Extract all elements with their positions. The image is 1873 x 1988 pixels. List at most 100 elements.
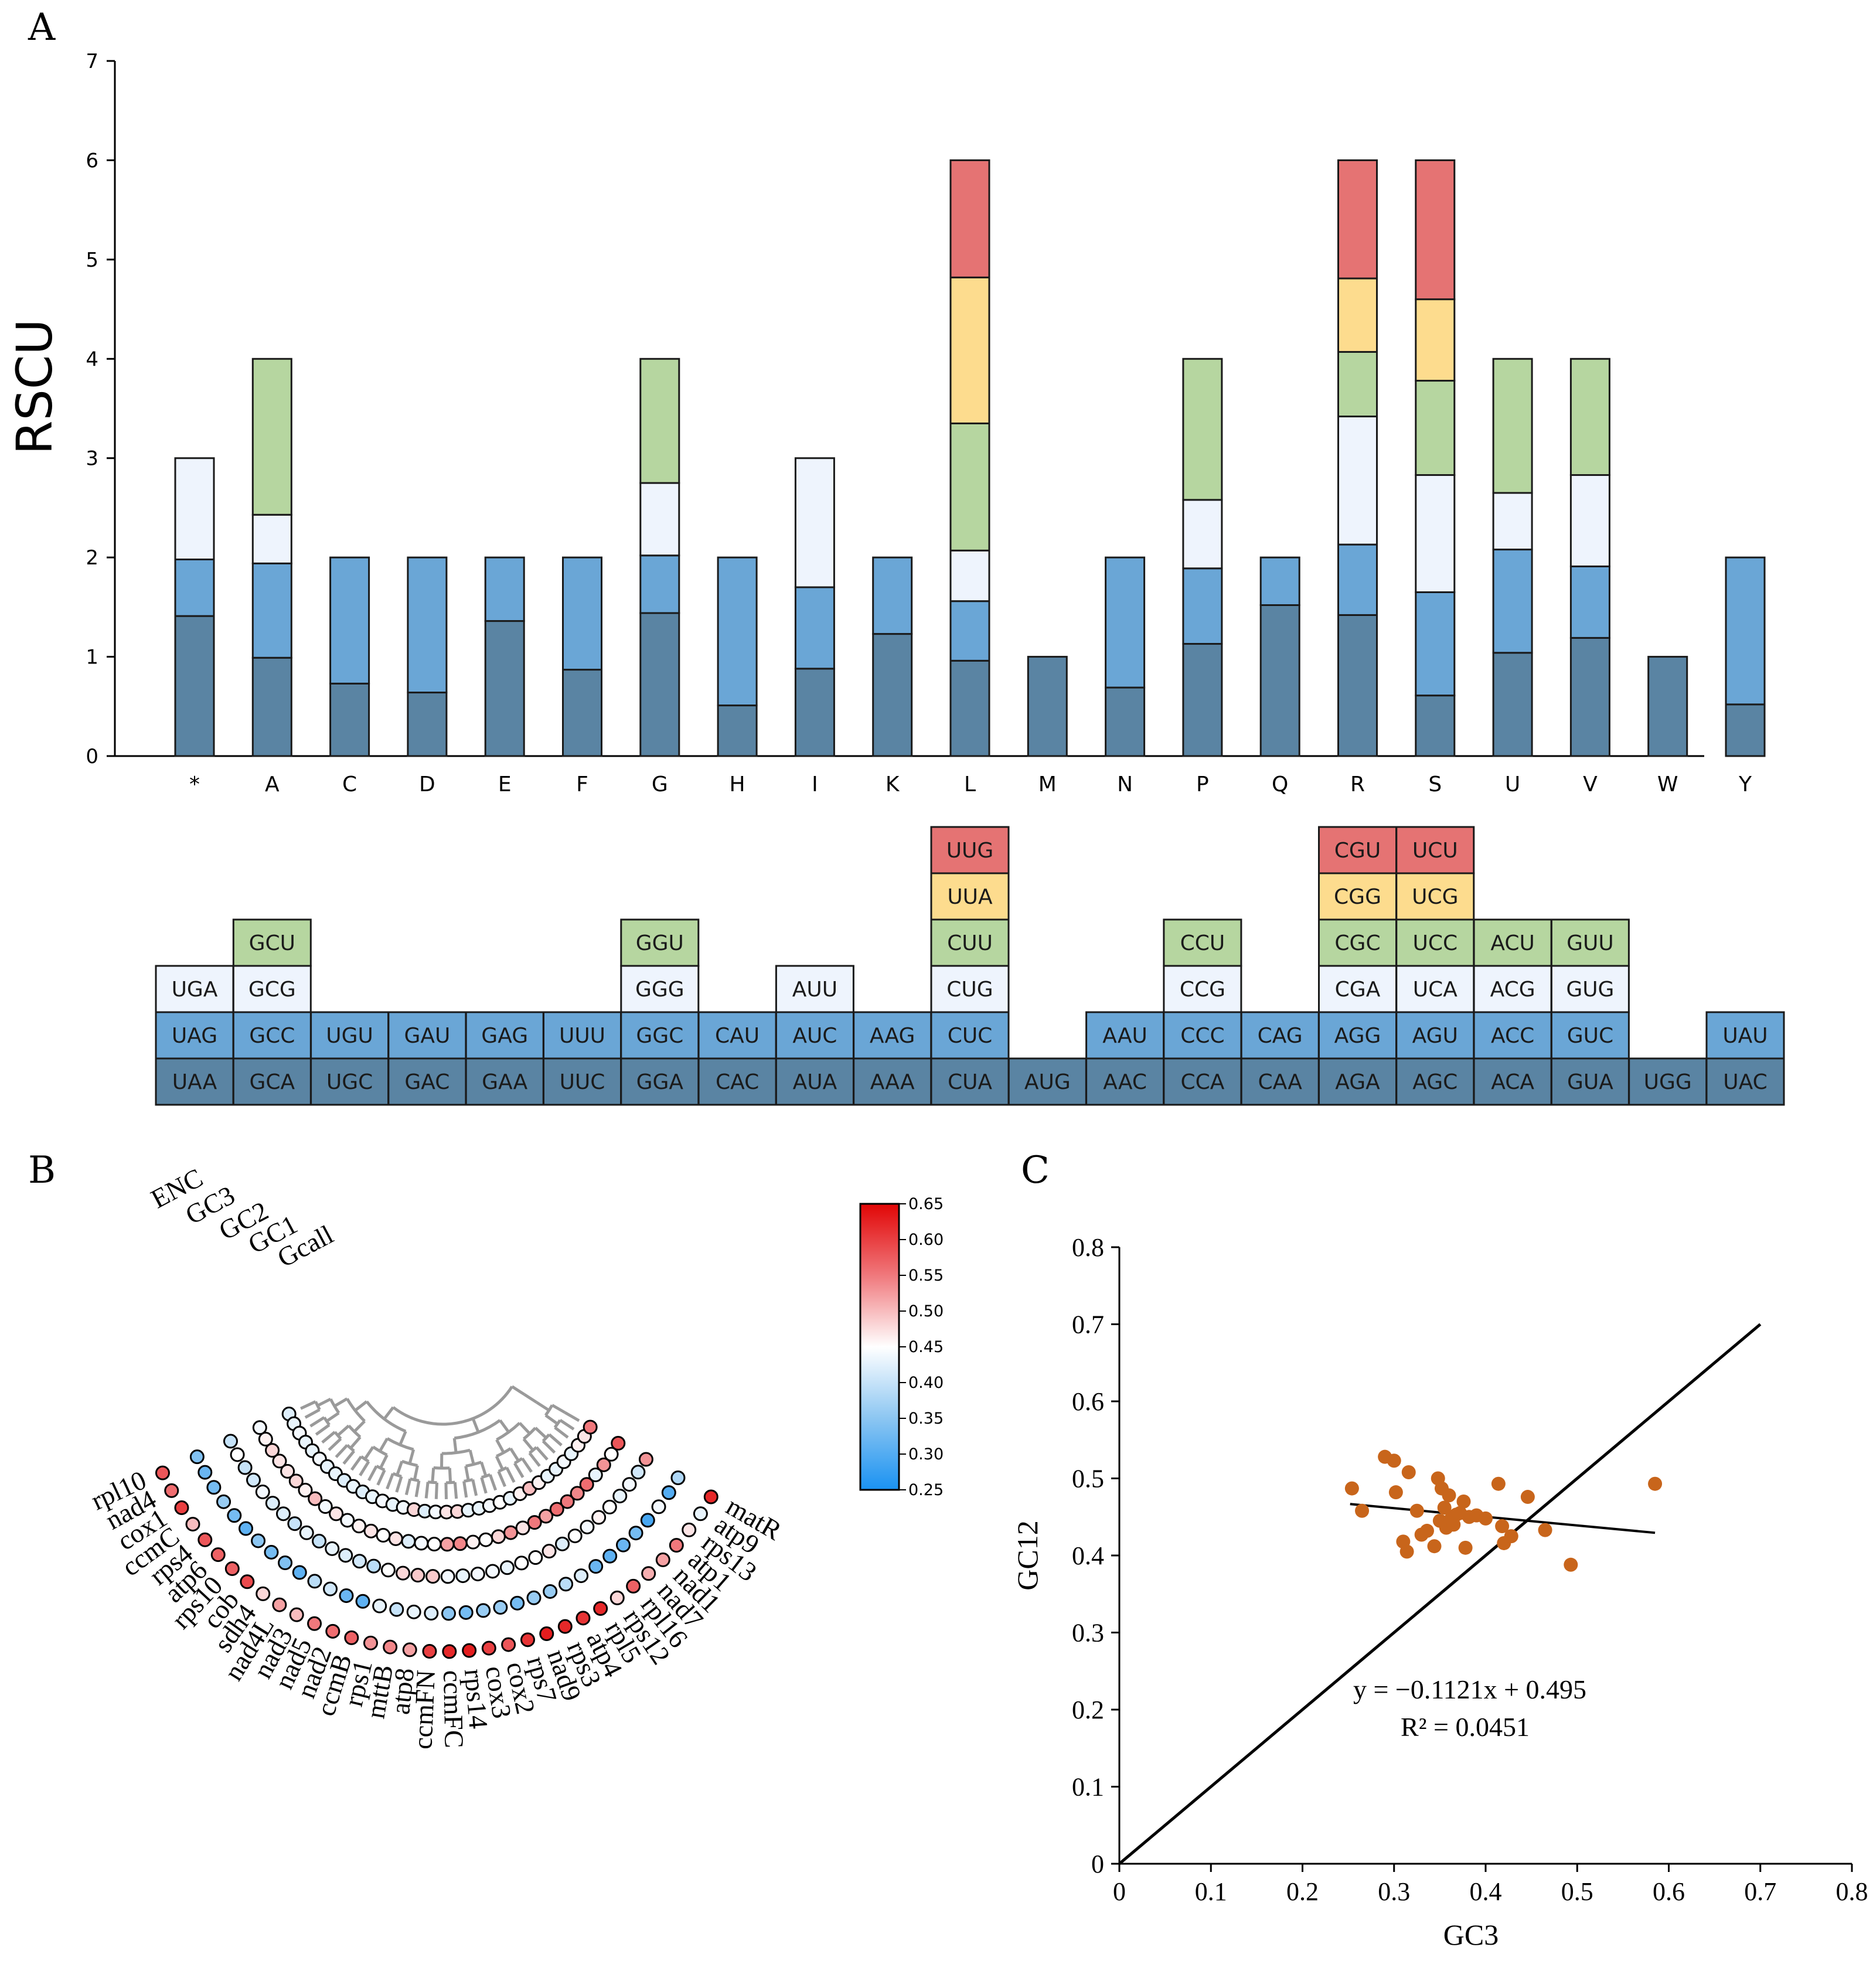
gene-label: rps14 <box>459 1667 493 1730</box>
codon-cell <box>232 1011 312 1060</box>
codon-cell-label: CCA <box>1180 1070 1224 1094</box>
codon-cell-label: CCG <box>1180 978 1225 1002</box>
scatter-point <box>1520 1490 1535 1504</box>
codon-cell <box>1163 918 1242 967</box>
heatmap-dot <box>278 1555 293 1571</box>
rscu-category-label: N <box>1117 772 1133 796</box>
heatmap-dot <box>427 1537 442 1552</box>
tree-arc <box>346 1444 355 1452</box>
rscu-bar-segment <box>1337 543 1378 616</box>
codon-cell-label: AAA <box>870 1070 915 1094</box>
heatmap-dot <box>485 1564 500 1579</box>
heatmap-dot <box>240 1574 255 1589</box>
rscu-bar-segment <box>1725 703 1766 757</box>
codon-cell-label: UGG <box>1644 1070 1692 1094</box>
heatmap-dot <box>272 1597 287 1612</box>
heatmap-dot <box>355 1594 370 1609</box>
rscu-bar-segment <box>407 556 448 694</box>
rscu-bar-segment <box>1337 277 1378 353</box>
c-x-tick-label: 0.8 <box>1836 1877 1868 1906</box>
codon-cell-label: UAC <box>1723 1070 1767 1094</box>
codon-cell-label: CAG <box>1258 1024 1303 1048</box>
codon-cell-label: UCG <box>1412 885 1458 909</box>
heatmap-dot <box>383 1639 398 1655</box>
codon-cell <box>387 1057 467 1106</box>
rscu-category-label: P <box>1196 772 1209 796</box>
codon-cell <box>1395 918 1475 967</box>
codon-cell-label: AUU <box>792 978 837 1002</box>
codon-cell-label: GAU <box>404 1024 450 1048</box>
c-y-tick-label: 0 <box>1091 1850 1104 1878</box>
tree-arc <box>496 1447 512 1458</box>
heatmap-dot <box>501 1637 516 1652</box>
codon-cell-label: AGA <box>1335 1070 1380 1094</box>
scatter-point <box>1479 1511 1493 1526</box>
colorbar-ticks: 0.65 0.60 0.55 0.50 0.45 0.40 0.35 0.30 0.25 <box>899 1195 944 1499</box>
c-y-tick-label: 0.4 <box>1072 1541 1104 1570</box>
rscu-y-tick-label: 0 <box>86 745 98 768</box>
codon-cell-label: GAG <box>481 1024 528 1048</box>
heatmap-dot <box>312 1534 327 1549</box>
heatmap-dot <box>579 1477 594 1492</box>
rscu-bar-segment <box>1337 159 1378 280</box>
colorbar-tick-label: 0.45 <box>908 1338 944 1356</box>
scatter-point <box>1538 1523 1552 1537</box>
heatmap-dot <box>318 1499 333 1514</box>
heatmap-dot <box>588 1467 603 1482</box>
codon-cell-label: AAU <box>1102 1024 1147 1048</box>
rscu-category-label: * <box>189 772 200 796</box>
neutrality-plot: 0 0.1 0.2 0.3 0.4 0.5 0.6 0.7 0.8 0 0.1 0.2 0.3 0.4 0.… <box>1011 1233 1868 1951</box>
rscu-category-label: G <box>652 772 668 796</box>
rscu-bar-segment <box>639 358 680 484</box>
heatmap-dot <box>287 1516 302 1531</box>
tree-branch <box>522 1438 534 1452</box>
heatmap-dot <box>264 1544 279 1560</box>
codon-cell <box>853 1011 932 1060</box>
tree-branch <box>468 1449 475 1465</box>
codon-cell-label: CUA <box>948 1070 992 1094</box>
heatmap-dot <box>414 1536 429 1551</box>
rscu-bar-segment <box>872 633 913 757</box>
heatmap-dot <box>376 1528 391 1543</box>
rscu-bar-segment <box>251 513 292 564</box>
heatmap-dot <box>655 1552 670 1567</box>
rscu-bar-segment <box>949 600 990 662</box>
rscu-bar-segment <box>484 620 525 757</box>
heatmap-dot <box>246 1472 261 1487</box>
codon-cell <box>1318 872 1397 921</box>
codon-cell-label: UAG <box>172 1024 217 1048</box>
heatmap-dot <box>307 1574 322 1589</box>
heatmap-dot <box>338 1548 353 1563</box>
c-points <box>1344 1449 1663 1572</box>
heatmap-dot <box>575 1611 591 1626</box>
tree-branch <box>353 1420 366 1433</box>
rscu-bar-segment <box>1259 604 1300 757</box>
rscu-bar-segment <box>174 615 215 757</box>
heatmap-dot <box>465 1534 481 1550</box>
codon-cell <box>1318 965 1397 1013</box>
heatmap-dot <box>380 1563 396 1578</box>
tree-branch <box>342 1450 356 1465</box>
panel-label-b: B <box>28 1149 56 1192</box>
tree-arc <box>542 1433 550 1442</box>
tree-branch <box>564 1411 580 1422</box>
scatter-point <box>1420 1523 1434 1538</box>
c-lines <box>1118 1323 1762 1865</box>
codon-cell-label: UUG <box>946 839 994 863</box>
codon-cell-label: ACU <box>1490 931 1534 955</box>
heatmap-dot <box>542 1544 557 1559</box>
rscu-category-label: F <box>576 772 588 796</box>
scatter-point <box>1491 1476 1506 1491</box>
heatmap-dot <box>574 1568 589 1584</box>
tree-branch <box>471 1479 478 1496</box>
codon-cell <box>620 1011 700 1060</box>
tree-branch <box>367 1465 378 1482</box>
rscu-bar-segment <box>1492 549 1533 654</box>
rscu-y-tick-label: 1 <box>86 646 98 669</box>
tree-branch <box>480 1477 488 1494</box>
heatmap-dot <box>476 1603 491 1618</box>
tree-branch <box>321 1431 336 1444</box>
rscu-bar-segment <box>1182 499 1223 570</box>
scatter-point <box>1458 1540 1473 1555</box>
c-y-tick-label: 0.8 <box>1072 1233 1104 1262</box>
